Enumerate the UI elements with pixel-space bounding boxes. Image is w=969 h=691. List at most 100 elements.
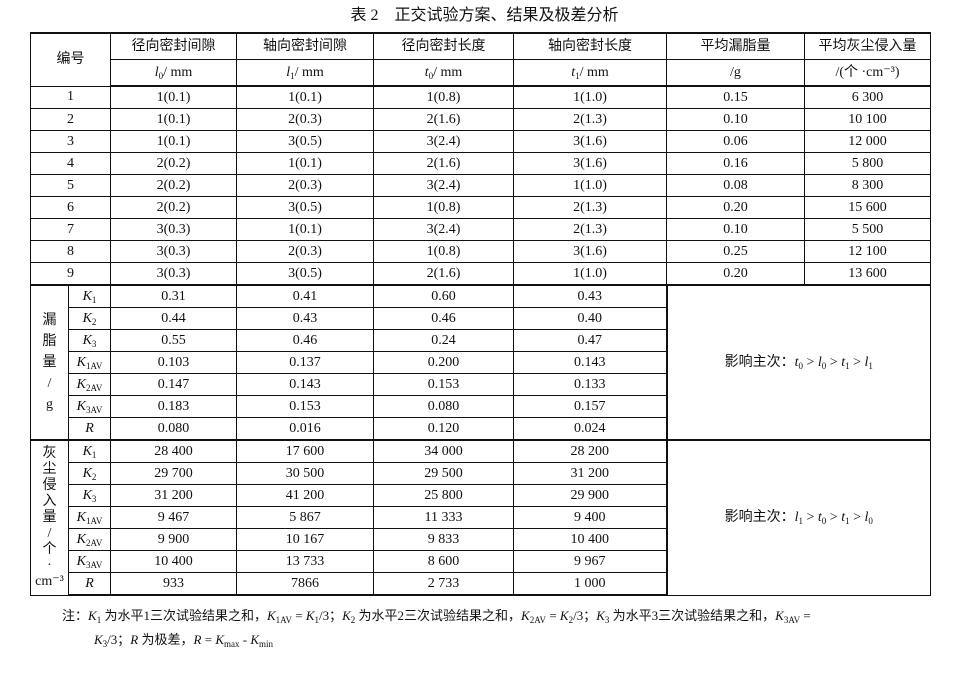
k-label: K1 [68, 284, 111, 308]
influence-prefix: 影响主次： [724, 509, 795, 525]
cell: 0.10 [666, 218, 805, 241]
cell: 0.41 [236, 284, 374, 308]
analysis-row: K2 0.44 0.43 0.46 0.40 [31, 307, 931, 330]
cell: 2(1.6) [373, 108, 514, 131]
note-segment: K [266, 608, 276, 623]
cell: 2(1.3) [513, 108, 667, 131]
unit-var: l [154, 64, 159, 80]
note-segment: /3； [573, 608, 597, 623]
group-label-char: 入 [42, 493, 57, 509]
note-segment: 2 [568, 615, 574, 625]
note-segment: 2 [350, 615, 356, 625]
note-segment: = [546, 608, 560, 623]
cell: 0.183 [110, 395, 237, 418]
cell: 0.60 [373, 284, 514, 308]
row-id: 5 [30, 174, 111, 197]
row-id: 4 [30, 152, 111, 175]
k-label: K1AV [68, 506, 111, 529]
factor-var: t [794, 354, 799, 370]
group-label-char: 脂 [42, 334, 57, 349]
note-segment: K [559, 608, 569, 623]
factor-var: t [841, 509, 846, 525]
cell: 1(0.1) [110, 130, 237, 153]
cell: 2(1.3) [513, 196, 667, 219]
note-segment: K [596, 608, 605, 623]
k-var: K [76, 376, 86, 392]
k-var: K [76, 354, 86, 370]
unit-var: t [571, 64, 576, 80]
table-row: 5 2(0.2) 2(0.3) 3(2.4) 1(1.0) 0.08 8 300 [30, 174, 931, 197]
analysis-row: K3AV 10 400 13 733 8 600 9 967 [31, 550, 931, 573]
k-sub: 2AV [86, 382, 103, 393]
table-row: 2 1(0.1) 2(0.3) 2(1.6) 2(1.3) 0.10 10 100 [30, 108, 931, 131]
cell: 2(0.3) [236, 174, 374, 197]
group-label-char: 个 [42, 541, 57, 557]
unit-var: l [286, 64, 291, 80]
k-sub: 2 [91, 471, 97, 482]
cell: 7866 [236, 572, 374, 596]
cell: 17 600 [236, 439, 374, 463]
header-row-units: l0/ mm l1/ mm t0/ mm t1/ mm/g/(个 ·cm⁻³) [31, 59, 931, 87]
k-sub: 1 [91, 449, 97, 460]
cell: 9 400 [513, 506, 668, 529]
note-segment: 3AV [783, 615, 801, 625]
unit-rest: / mm [579, 64, 609, 80]
k-var: R [85, 575, 94, 591]
row-id: 2 [30, 108, 111, 131]
k-var: K [82, 443, 92, 459]
cell: 29 700 [110, 462, 237, 485]
cell: 12 000 [804, 130, 931, 153]
cell: 9 967 [513, 550, 668, 573]
factor-sub: 0 [798, 360, 804, 371]
analysis-row: R 0.080 0.016 0.120 0.024 [31, 417, 931, 441]
k-sub: 1 [91, 294, 97, 305]
note-segment: 3 [604, 615, 610, 625]
note-segment: min [259, 639, 274, 649]
analysis-row: K3 31 200 41 200 25 800 29 900 [31, 484, 931, 507]
table-row: 8 3(0.3) 2(0.3) 1(0.8) 3(1.6) 0.25 12 100 [30, 240, 931, 263]
analysis-group: 灰尘侵入量 / 个 · cm⁻³ K1 28 400 17 600 34 000 28 200 影响… [30, 439, 931, 596]
cell: 3(0.3) [110, 262, 237, 286]
cell: 2(1.6) [373, 152, 514, 175]
k-sub: 1AV [86, 515, 103, 526]
cell: 1(1.0) [513, 174, 667, 197]
k-var: K [76, 553, 86, 569]
cell: 41 200 [236, 484, 374, 507]
group-label: 漏脂量 / g [30, 284, 69, 441]
cell: 0.24 [373, 329, 514, 352]
cell: 0.20 [666, 196, 805, 219]
cell: 933 [110, 572, 237, 596]
header-id: 编号 [30, 32, 111, 87]
cell: 1(0.8) [373, 85, 514, 109]
group-label-char: 尘 [42, 461, 57, 477]
note-segment: R [193, 632, 202, 647]
k-sub: 1AV [86, 360, 103, 371]
cell: 29 500 [373, 462, 514, 485]
cell: 0.103 [110, 351, 237, 374]
cell: 0.47 [513, 329, 668, 352]
k-var: K [76, 398, 86, 414]
k-sub: 3 [91, 338, 97, 349]
factor-sub: 0 [821, 360, 827, 371]
note-segment: K [94, 632, 103, 647]
note-segment: = [201, 632, 216, 647]
analysis-row: 漏脂量 / g K1 0.31 0.41 0.60 0.43 影响主次：t0 > l0 > t1… [30, 284, 931, 441]
cell: 0.080 [373, 395, 514, 418]
cell: 13 733 [236, 550, 374, 573]
cell: 0.137 [236, 351, 374, 374]
cell: 1(0.8) [373, 196, 514, 219]
group-label-char: / [47, 525, 52, 541]
cell: 3(2.4) [373, 130, 514, 153]
row-id: 8 [30, 240, 111, 263]
unit-sub: 0 [428, 70, 434, 81]
k-sub: 3AV [86, 559, 103, 570]
greater-than-sign: > [826, 509, 842, 525]
orthogonal-test-table: 编号 径向密封间隙 轴向密封间隙 径向密封长度 轴向密封长度 平均漏脂量 平均灰尘侵入量 l0… [30, 32, 931, 596]
k-label: K3 [68, 484, 111, 507]
header-row-titles: 编号 径向密封间隙 轴向密封间隙 径向密封长度 轴向密封长度 平均漏脂量 平均灰尘侵入量 [30, 32, 931, 87]
k-label: K3AV [68, 395, 111, 418]
unit-sub: 0 [158, 70, 164, 81]
k-var: K [82, 465, 92, 481]
cell: 10 400 [110, 550, 237, 573]
analysis-group: 漏脂量 / g K1 0.31 0.41 0.60 0.43 影响主次：t0 > l0 > t1… [30, 284, 931, 441]
